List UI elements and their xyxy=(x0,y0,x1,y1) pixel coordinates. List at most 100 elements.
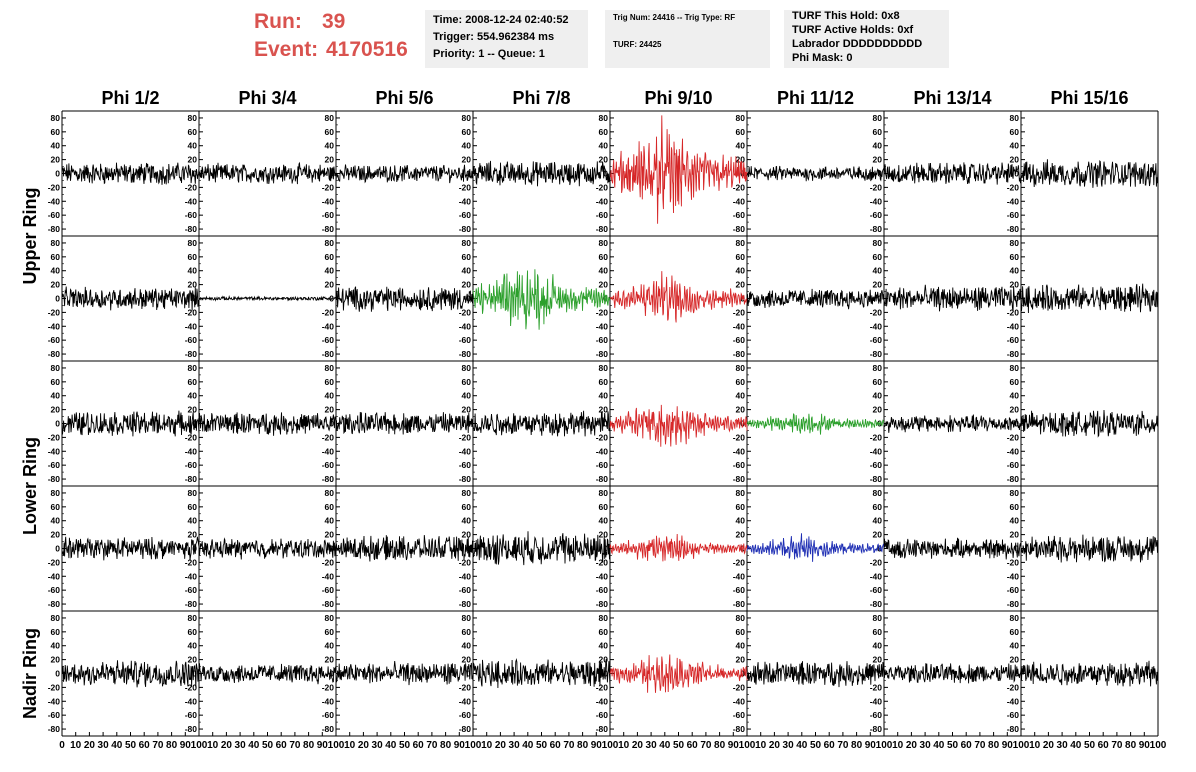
y-tick-label: -60 xyxy=(48,460,61,470)
x-tick-label: 20 xyxy=(221,740,233,751)
row-group-label: Lower Ring xyxy=(20,437,40,535)
y-tick-label: 40 xyxy=(1010,516,1020,526)
y-tick-label: -80 xyxy=(1007,349,1020,359)
y-tick-label: -60 xyxy=(1007,710,1020,720)
y-tick-label: -40 xyxy=(596,321,609,331)
y-tick-label: 20 xyxy=(188,155,198,165)
y-tick-label: 80 xyxy=(51,238,61,248)
x-tick-label: 60 xyxy=(961,740,973,751)
x-tick-label: 40 xyxy=(522,740,534,751)
x-tick-label: 10 xyxy=(1029,740,1041,751)
y-tick-label: -60 xyxy=(459,210,472,220)
column-title: Phi 9/10 xyxy=(644,88,712,108)
y-tick-label: -40 xyxy=(322,446,335,456)
y-tick-label: -80 xyxy=(459,224,472,234)
y-tick-label: 80 xyxy=(188,113,198,123)
y-tick-label: 80 xyxy=(462,363,472,373)
y-tick-label: 20 xyxy=(873,405,883,415)
y-tick-label: -60 xyxy=(185,460,198,470)
column-title: Phi 7/8 xyxy=(512,88,570,108)
x-tick-label: 20 xyxy=(84,740,96,751)
y-tick-label: -60 xyxy=(596,460,609,470)
y-tick-label: -40 xyxy=(48,196,61,206)
y-tick-label: 40 xyxy=(736,516,746,526)
y-tick-label: 40 xyxy=(325,516,335,526)
y-tick-label: 20 xyxy=(188,280,198,290)
y-tick-label: -60 xyxy=(870,210,883,220)
y-tick-label: 60 xyxy=(599,377,609,387)
y-tick-label: 20 xyxy=(188,530,198,540)
y-tick-label: -80 xyxy=(870,599,883,609)
x-tick-label: 40 xyxy=(111,740,123,751)
y-tick-label: -60 xyxy=(1007,210,1020,220)
y-tick-label: 60 xyxy=(736,127,746,137)
time-info-box: Time: 2008-12-24 02:40:52 Trigger: 554.9… xyxy=(425,10,588,68)
y-tick-label: 60 xyxy=(325,252,335,262)
y-tick-label: -60 xyxy=(870,710,883,720)
waveform-trace xyxy=(883,537,1022,560)
waveform-trace xyxy=(61,286,200,311)
y-tick-label: -20 xyxy=(870,682,883,692)
y-tick-label: 40 xyxy=(736,141,746,151)
y-tick-label: -80 xyxy=(185,474,198,484)
y-tick-label: 80 xyxy=(188,363,198,373)
y-tick-label: -40 xyxy=(185,321,198,331)
y-tick-label: -40 xyxy=(870,321,883,331)
x-tick-label: 10 xyxy=(755,740,767,751)
y-tick-label: 60 xyxy=(736,627,746,637)
y-tick-label: 20 xyxy=(873,280,883,290)
y-tick-label: -20 xyxy=(322,682,335,692)
turf-hold-text: TURF This Hold: 0x8 xyxy=(792,10,900,22)
y-tick-label: 0 xyxy=(55,169,60,179)
y-tick-label: -40 xyxy=(48,321,61,331)
y-tick-label: -60 xyxy=(733,460,746,470)
x-tick-label: 40 xyxy=(385,740,397,751)
y-tick-label: -40 xyxy=(185,196,198,206)
y-tick-label: 60 xyxy=(188,377,198,387)
x-tick-label: 10 xyxy=(207,740,219,751)
y-tick-label: 20 xyxy=(1010,280,1020,290)
x-tick-label: 10 xyxy=(481,740,493,751)
waveform-trace xyxy=(883,663,1022,684)
y-tick-label: 80 xyxy=(736,613,746,623)
y-tick-label: 80 xyxy=(599,488,609,498)
y-tick-label: -80 xyxy=(459,349,472,359)
y-tick-label: -40 xyxy=(459,196,472,206)
y-tick-label: -80 xyxy=(322,349,335,359)
turf-text: TURF: 24425 xyxy=(613,40,662,49)
labrador-text: Labrador DDDDDDDDDD xyxy=(792,38,923,50)
y-tick-label: -40 xyxy=(459,321,472,331)
y-tick-label: 60 xyxy=(188,252,198,262)
y-tick-label: -20 xyxy=(733,182,746,192)
y-tick-label: 80 xyxy=(1010,113,1020,123)
waveform-trace xyxy=(472,657,611,689)
y-tick-label: -60 xyxy=(870,335,883,345)
y-tick-label: -20 xyxy=(322,557,335,567)
y-tick-label: 80 xyxy=(1010,363,1020,373)
y-tick-label: 0 xyxy=(192,669,197,679)
x-tick-label: 50 xyxy=(947,740,959,751)
y-tick-label: 40 xyxy=(462,516,472,526)
y-tick-label: -20 xyxy=(1007,682,1020,692)
y-tick-label: 40 xyxy=(188,391,198,401)
y-tick-label: 20 xyxy=(873,155,883,165)
y-tick-label: -20 xyxy=(1007,557,1020,567)
y-tick-label: 40 xyxy=(188,641,198,651)
turf-info-box: TURF This Hold: 0x8 TURF Active Holds: 0… xyxy=(784,10,949,68)
y-tick-label: 40 xyxy=(736,391,746,401)
run-number: 39 xyxy=(322,10,346,33)
y-tick-label: -40 xyxy=(459,571,472,581)
y-tick-label: -40 xyxy=(48,696,61,706)
x-tick-label: 90 xyxy=(317,740,329,751)
y-tick-label: -80 xyxy=(596,474,609,484)
x-tick-label: 30 xyxy=(920,740,932,751)
y-tick-label: 20 xyxy=(736,155,746,165)
x-tick-label: 100 xyxy=(739,740,756,751)
y-tick-label: -60 xyxy=(48,335,61,345)
x-tick-label: 100 xyxy=(328,740,345,751)
y-tick-label: 20 xyxy=(325,530,335,540)
y-tick-label: -60 xyxy=(185,710,198,720)
y-tick-label: 80 xyxy=(51,613,61,623)
x-tick-label: 50 xyxy=(1084,740,1096,751)
y-tick-label: 0 xyxy=(466,669,471,679)
